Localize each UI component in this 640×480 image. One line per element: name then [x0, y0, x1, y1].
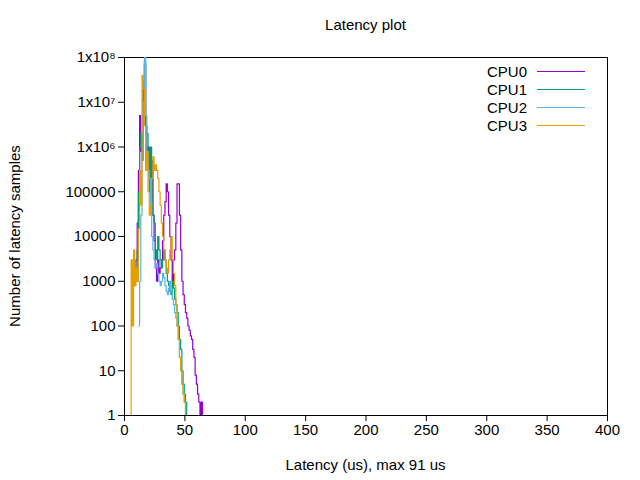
svg-text:1: 1: [107, 406, 115, 423]
svg-text:100: 100: [90, 317, 115, 334]
html-text:Latency plot: Latency plot: [325, 16, 406, 33]
svg-text:250: 250: [414, 421, 439, 438]
svg-text:350: 350: [535, 421, 560, 438]
html-text:CPU0: CPU0: [487, 62, 527, 80]
svg-text:300: 300: [474, 421, 499, 438]
html-text:CPU2: CPU2: [487, 98, 527, 116]
svg-text:1x10⁶: 1x10⁶: [77, 138, 116, 155]
svg-text:50: 50: [177, 421, 194, 438]
html-text:CPU1: CPU1: [487, 80, 527, 98]
svg-text:10000: 10000: [74, 227, 116, 244]
svg-text:1x10⁷: 1x10⁷: [78, 93, 116, 110]
html-text:Number of latency samples: Number of latency samples: [5, 145, 23, 327]
svg-text:1x10⁸: 1x10⁸: [77, 48, 116, 65]
html-text:CPU3: CPU3: [487, 116, 527, 134]
svg-text:400: 400: [595, 421, 620, 438]
svg-text:100000: 100000: [65, 183, 115, 200]
svg-text:150: 150: [293, 421, 318, 438]
svg-text:200: 200: [353, 421, 378, 438]
svg-text:0: 0: [120, 421, 128, 438]
svg-text:100: 100: [233, 421, 258, 438]
svg-text:10: 10: [99, 362, 116, 379]
svg-text:1000: 1000: [82, 272, 115, 289]
html-text:Latency (us), max 91 us: Latency (us), max 91 us: [285, 456, 446, 473]
